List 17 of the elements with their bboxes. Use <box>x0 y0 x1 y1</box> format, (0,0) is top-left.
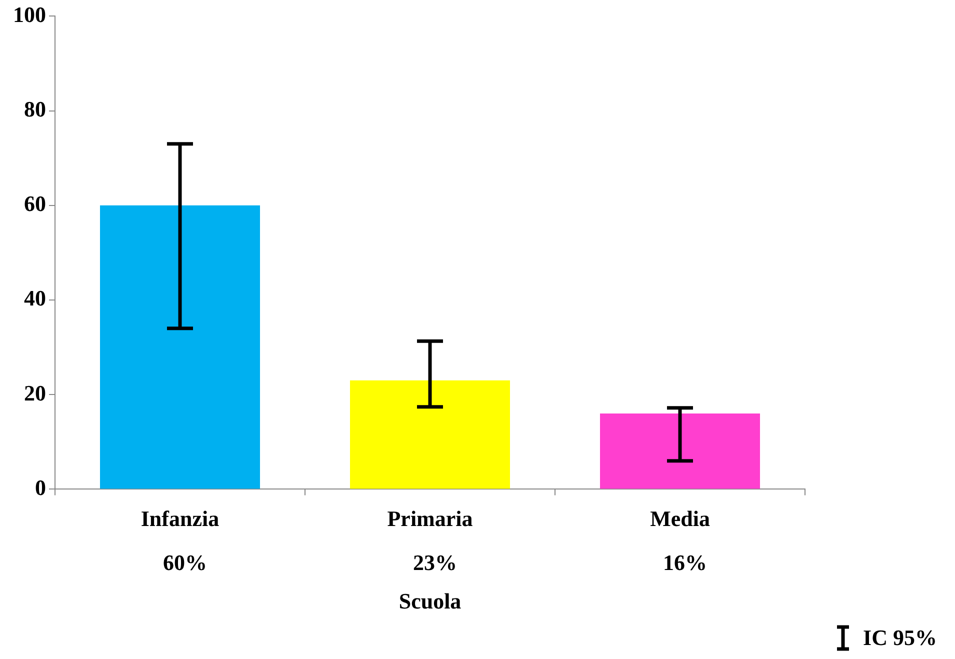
y-tick-label: 20 <box>24 380 46 406</box>
data-label: 23% <box>413 550 457 575</box>
y-tick-label: 100 <box>13 2 46 27</box>
bar <box>350 380 510 489</box>
x-tick-label: Media <box>650 506 710 532</box>
data-label: 60% <box>163 550 207 575</box>
bar <box>100 205 260 489</box>
x-tick-label: Primaria <box>387 506 473 532</box>
y-tick-label: 0 <box>35 474 46 500</box>
x-tick-label: Infanzia <box>140 506 220 532</box>
y-tick-label: 40 <box>24 286 46 311</box>
y-tick-label: 60 <box>24 191 46 216</box>
text: IC 95% <box>863 625 937 651</box>
x-axis-title: Scuola <box>398 588 462 614</box>
bar <box>600 414 760 489</box>
y-tick-label: 80 <box>24 96 46 122</box>
data-label: 16% <box>663 550 707 575</box>
